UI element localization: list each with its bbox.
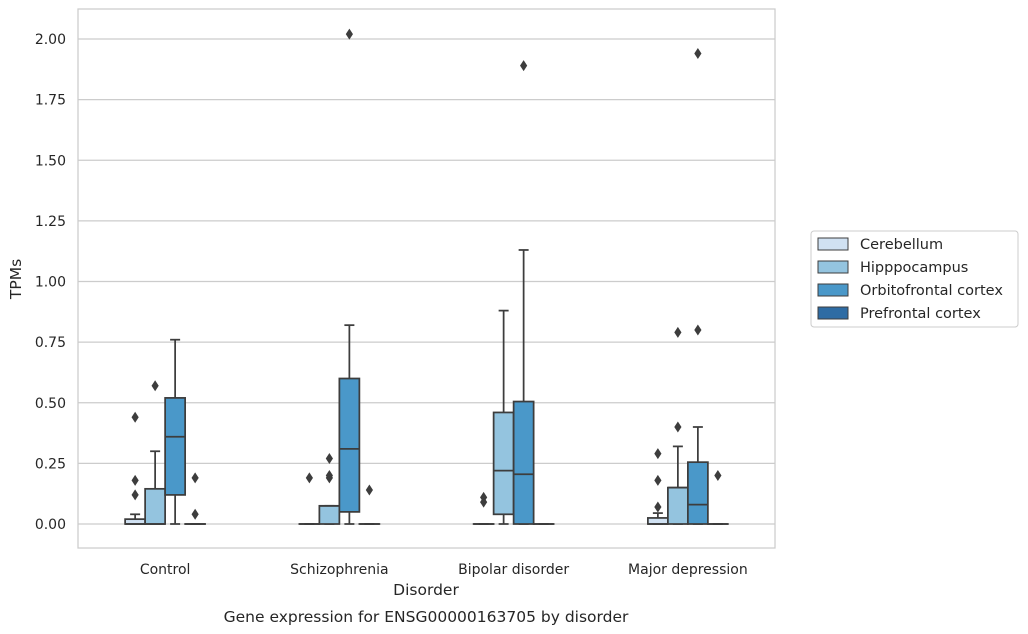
outlier-point (131, 489, 139, 501)
outlier-point (520, 60, 528, 72)
box-3-3 (707, 470, 729, 525)
x-tick-label: Bipolar disorder (458, 562, 569, 578)
box-body (144, 487, 166, 525)
y-tick-label: 0.75 (35, 335, 66, 351)
outlier-point (325, 453, 333, 465)
outlier-point (674, 421, 682, 433)
y-tick-label: 1.00 (35, 275, 66, 291)
outlier-point (191, 508, 199, 520)
box-2-2 (512, 60, 535, 525)
plot-area-frame (77, 8, 776, 549)
outlier-point (480, 491, 488, 503)
x-tick-label: Schizophrenia (290, 562, 388, 578)
y-axis-ticks: 0.00 0.25 0.50 0.75 1.00 1.25 1.50 1.75 2.00 (35, 32, 66, 533)
box-0-2 (472, 491, 495, 525)
box-0-3 (647, 448, 669, 525)
box-body (318, 504, 341, 525)
legend-swatch (817, 283, 849, 297)
box-0-0 (124, 411, 146, 525)
legend: Cerebellum Hipppocampus Orbitofrontal cort… (810, 230, 1019, 328)
box-1-0 (144, 380, 166, 525)
outlier-point (654, 501, 662, 513)
box-layer (124, 28, 729, 525)
outlier-point (151, 380, 159, 392)
box-body (512, 400, 535, 525)
y-tick-label: 2.00 (35, 32, 66, 48)
x-tick-label: Control (140, 562, 191, 578)
outlier-point (654, 448, 662, 460)
box-body (338, 377, 361, 513)
box-2-3 (687, 48, 709, 525)
box-1-3 (667, 326, 689, 525)
outlier-point (131, 411, 139, 423)
box-body (667, 486, 689, 525)
box-body (492, 411, 515, 516)
box-3-1 (358, 484, 381, 525)
box-body (647, 517, 669, 525)
legend-frame (810, 230, 1019, 328)
y-tick-label: 1.75 (35, 93, 66, 109)
legend-label: Cerebellum (860, 237, 943, 253)
outlier-point (325, 470, 333, 481)
legend-swatch (817, 306, 849, 320)
y-axis-label: TPMs (7, 259, 25, 300)
box-body (164, 397, 186, 496)
outlier-point (345, 28, 353, 40)
legend-label: Orbitofrontal cortex (860, 283, 1003, 299)
x-axis-ticks: Control Schizophrenia Bipolar disorder Majo… (140, 562, 748, 578)
outlier-point (714, 470, 722, 481)
outlier-point (674, 326, 682, 338)
outlier-point (131, 474, 139, 486)
box-0-1 (298, 472, 321, 525)
x-tick-label: Major depression (628, 562, 748, 578)
legend-label: Hipppocampus (860, 260, 968, 276)
y-tick-label: 1.25 (35, 214, 66, 230)
outlier-point (305, 472, 313, 484)
box-2-1 (338, 28, 361, 525)
outlier-point (694, 324, 702, 336)
y-tick-label: 1.50 (35, 153, 66, 169)
box-1-2 (492, 309, 515, 525)
box-body (687, 461, 709, 525)
figure-caption: Gene expression for ENSG00000163705 by d… (224, 608, 629, 626)
box-1-1 (318, 453, 341, 525)
gridlines (78, 38, 775, 525)
outlier-point (694, 48, 702, 60)
outlier-point (365, 484, 373, 496)
y-tick-label: 0.00 (35, 517, 66, 533)
box-3-0 (184, 472, 206, 525)
legend-label: Prefrontal cortex (860, 306, 981, 322)
outlier-point (191, 472, 199, 484)
x-axis-label: Disorder (393, 581, 459, 599)
legend-swatch (817, 260, 849, 274)
box-2-0 (164, 338, 186, 525)
y-tick-label: 0.25 (35, 456, 66, 472)
legend-swatch (817, 237, 849, 251)
outlier-point (654, 474, 662, 486)
y-tick-label: 0.50 (35, 396, 66, 412)
